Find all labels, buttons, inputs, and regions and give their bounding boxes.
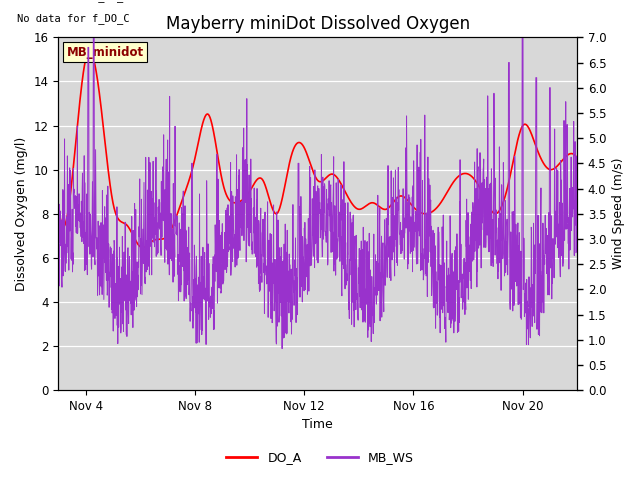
Y-axis label: Dissolved Oxygen (mg/l): Dissolved Oxygen (mg/l) [15, 137, 28, 291]
Title: Mayberry miniDot Dissolved Oxygen: Mayberry miniDot Dissolved Oxygen [166, 15, 470, 33]
Legend: DO_A, MB_WS: DO_A, MB_WS [221, 446, 419, 469]
Y-axis label: Wind Speed (m/s): Wind Speed (m/s) [612, 158, 625, 269]
X-axis label: Time: Time [303, 419, 333, 432]
Text: No data for f_DO_B: No data for f_DO_B [17, 0, 129, 2]
Text: No data for f_DO_C: No data for f_DO_C [17, 12, 129, 24]
